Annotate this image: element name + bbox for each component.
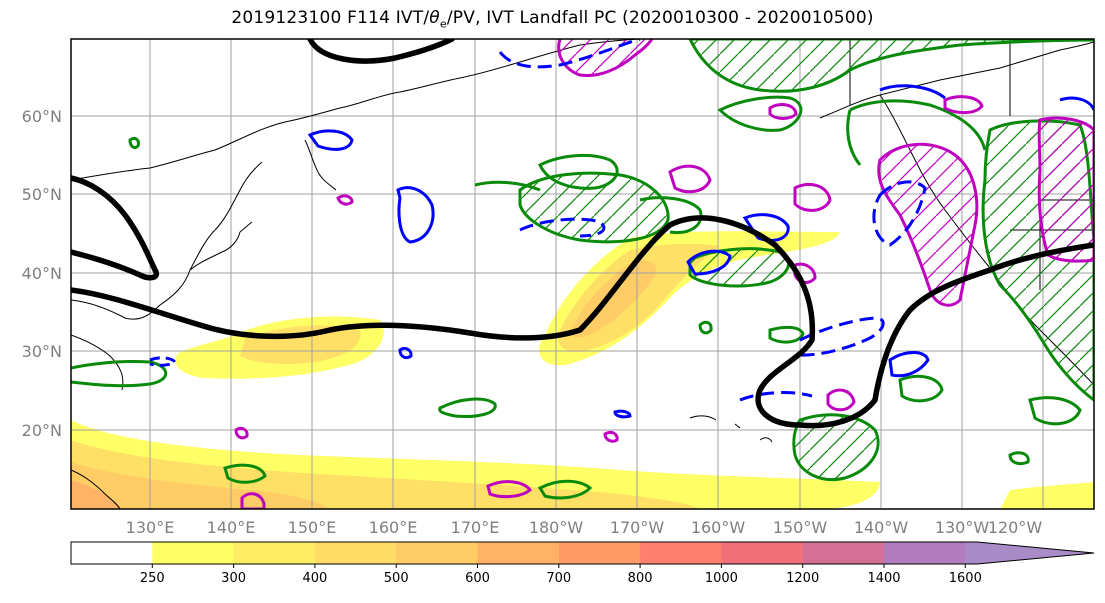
- colorbar-segment: [233, 542, 316, 564]
- colorbar-tick-label: 500: [384, 571, 409, 586]
- colorbar-extend-arrow: [965, 542, 1094, 564]
- lon-label: 140°W: [854, 518, 909, 537]
- negative-contours: [149, 39, 1094, 419]
- colorbar-segment: [314, 542, 397, 564]
- lon-label: 130°E: [126, 518, 175, 537]
- lon-label: 130°W: [935, 518, 990, 537]
- lon-label: 140°E: [207, 518, 256, 537]
- colorbar-segment: [71, 542, 153, 564]
- colorbar-tick-label: 1600: [949, 571, 982, 586]
- colorbar-tick-label: 1400: [867, 571, 900, 586]
- lat-label: 40°N: [22, 264, 62, 283]
- lat-label: 20°N: [22, 421, 62, 440]
- latitude-labels: 60°N 50°N 40°N 30°N 20°N: [22, 107, 62, 440]
- lat-label: 30°N: [22, 342, 62, 361]
- lat-label: 50°N: [22, 185, 62, 204]
- pv-contours: [234, 39, 1094, 509]
- map-frame: [70, 38, 1095, 510]
- longitude-labels: 130°E 140°E 150°E 160°E 170°E 180°W 170°…: [126, 518, 1043, 537]
- lon-label: 180°W: [529, 518, 584, 537]
- lon-label: 150°W: [773, 518, 828, 537]
- colorbar-segment: [558, 542, 641, 564]
- colorbar-tick-label: 300: [221, 571, 246, 586]
- lon-label: 160°E: [369, 518, 418, 537]
- colorbar-segment: [802, 542, 885, 564]
- lon-label: 160°W: [691, 518, 746, 537]
- colorbar: 250 300 400 500 600 700 800 1000 1200 1400 1600: [70, 541, 1095, 586]
- lon-label: 150°E: [288, 518, 337, 537]
- colorbar-tick-label: 250: [140, 571, 165, 586]
- colorbar-tick-label: 800: [628, 571, 653, 586]
- colorbar-tick-label: 1000: [705, 571, 738, 586]
- colorbar-segment: [396, 542, 478, 564]
- colorbar-segment: [721, 542, 804, 564]
- lon-label: 170°E: [451, 518, 500, 537]
- lat-label: 60°N: [22, 107, 62, 126]
- colorbar-segment: [152, 542, 235, 564]
- colorbar-segment: [884, 542, 966, 564]
- positive-contours: [71, 95, 1082, 500]
- colorbar-segment: [477, 542, 560, 564]
- jet-contour: [71, 39, 1094, 429]
- figure-title: 2019123100 F114 IVT/θe/PV, IVT Landfall …: [231, 8, 874, 31]
- colorbar-segment: [640, 542, 722, 564]
- colorbar-outline: [70, 541, 1095, 565]
- colorbar-tick-label: 1200: [786, 571, 819, 586]
- lon-label: 170°W: [610, 518, 665, 537]
- colorbar-tick-label: 700: [546, 571, 571, 586]
- lon-label: 120°W: [988, 518, 1043, 537]
- colorbar-tick-label: 600: [465, 571, 490, 586]
- colorbar-tick-label: 400: [302, 571, 327, 586]
